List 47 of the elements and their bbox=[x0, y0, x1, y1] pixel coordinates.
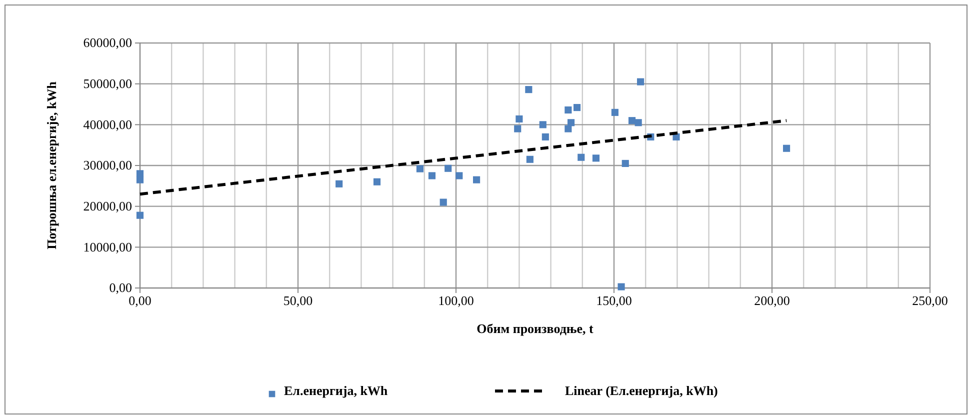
point bbox=[573, 104, 581, 112]
point bbox=[592, 154, 600, 162]
point bbox=[564, 106, 572, 114]
y-tick-label: 50000,00 bbox=[83, 76, 132, 91]
x-tick-label: 250,00 bbox=[912, 293, 948, 308]
x-tick-label: 100,00 bbox=[438, 293, 474, 308]
point bbox=[136, 170, 144, 178]
legend-label: Ел.енергија, kWh bbox=[284, 383, 388, 398]
point bbox=[516, 115, 523, 122]
point bbox=[473, 176, 480, 184]
x-tick-label: 0,00 bbox=[128, 293, 152, 308]
x-tick-label: 50,00 bbox=[283, 293, 313, 308]
x-axis-title: Обим производње, t bbox=[476, 321, 594, 336]
point bbox=[526, 156, 534, 163]
y-tick-label: 20000,00 bbox=[83, 198, 132, 214]
y-axis-title: Потрошња ел.енергије, kWh bbox=[44, 80, 59, 250]
point bbox=[783, 144, 790, 152]
point bbox=[336, 180, 343, 188]
point bbox=[136, 212, 144, 219]
point bbox=[578, 154, 585, 161]
point bbox=[542, 133, 549, 140]
point bbox=[622, 160, 629, 167]
point bbox=[444, 164, 452, 172]
point bbox=[428, 172, 436, 180]
point bbox=[637, 78, 644, 86]
point bbox=[525, 86, 532, 94]
point bbox=[628, 117, 636, 124]
point bbox=[539, 121, 546, 128]
x-tick-label: 200,00 bbox=[754, 293, 790, 308]
point bbox=[440, 198, 447, 206]
point bbox=[611, 108, 618, 116]
point bbox=[567, 119, 575, 126]
point bbox=[373, 178, 381, 186]
y-tick-label: 30000,00 bbox=[83, 158, 132, 173]
point bbox=[634, 119, 642, 126]
point bbox=[618, 283, 625, 290]
y-tick-label: 0,00 bbox=[109, 280, 132, 296]
point bbox=[136, 176, 144, 184]
legend-label: Linear (Ел.енергија, kWh) bbox=[565, 383, 718, 398]
point bbox=[564, 125, 572, 132]
point bbox=[416, 165, 424, 172]
point bbox=[456, 172, 463, 180]
y-tick-label: 60000,00 bbox=[83, 35, 132, 50]
y-tick-label: 10000,00 bbox=[83, 239, 132, 254]
point bbox=[514, 125, 522, 132]
y-tick-label: 40000,00 bbox=[83, 116, 132, 132]
x-tick-label: 150,00 bbox=[596, 293, 632, 308]
